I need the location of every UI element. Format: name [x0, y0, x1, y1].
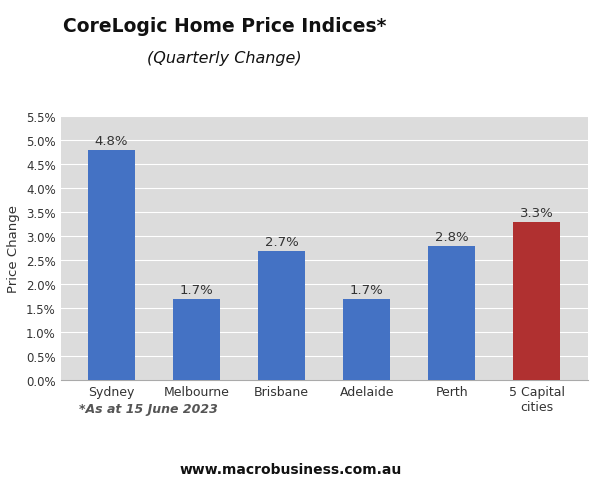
- Text: MACRO
BUSINESS: MACRO BUSINESS: [459, 32, 556, 74]
- Bar: [88, 151, 135, 381]
- Text: www.macrobusiness.com.au: www.macrobusiness.com.au: [180, 462, 402, 476]
- Text: *As at 15 June 2023: *As at 15 June 2023: [79, 403, 218, 416]
- Y-axis label: Price Change: Price Change: [7, 205, 21, 293]
- Text: 1.7%: 1.7%: [350, 284, 384, 296]
- Bar: [428, 246, 475, 381]
- Bar: [513, 223, 560, 381]
- Text: 3.3%: 3.3%: [520, 207, 554, 220]
- Bar: [344, 299, 390, 381]
- Text: (Quarterly Change): (Quarterly Change): [147, 51, 302, 66]
- Text: 4.8%: 4.8%: [95, 135, 128, 148]
- Text: 1.7%: 1.7%: [180, 284, 213, 296]
- Bar: [173, 299, 220, 381]
- Text: 2.8%: 2.8%: [435, 231, 468, 244]
- Bar: [258, 251, 305, 381]
- Text: CoreLogic Home Price Indices*: CoreLogic Home Price Indices*: [62, 17, 386, 36]
- Text: 2.7%: 2.7%: [265, 235, 299, 248]
